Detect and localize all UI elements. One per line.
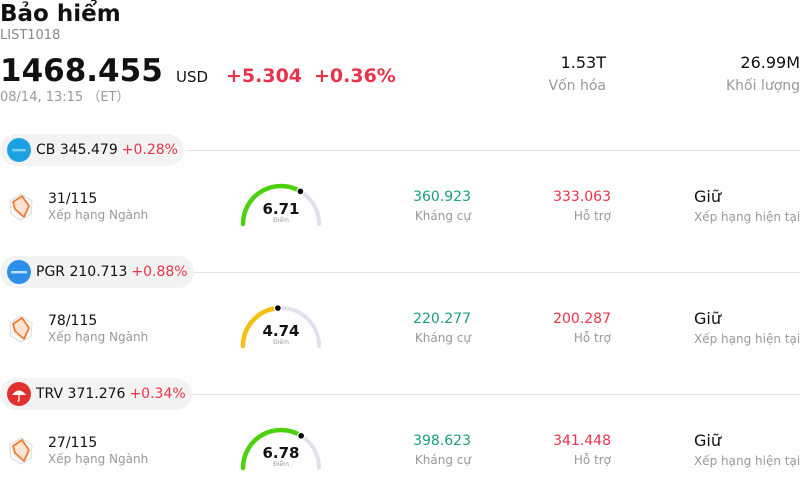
score-label: Điểm — [273, 339, 289, 346]
stock-chip-cb[interactable]: CB 345.479 +0.28% — [0, 134, 184, 166]
industry-rank-value: 78/115 — [48, 313, 98, 329]
resistance-label: Kháng cự — [414, 209, 471, 223]
row-divider — [186, 150, 800, 151]
score-gauge — [238, 180, 324, 228]
stock-symbol-price: CB 345.479 — [36, 142, 118, 158]
industry-rank-label: Xếp hạng Ngành — [48, 330, 149, 344]
industry-rank-icon — [7, 313, 35, 345]
travelers-umbrella-icon — [7, 382, 31, 406]
page-title: Bảo hiểm — [0, 1, 121, 27]
score-value: 6.71 — [262, 200, 300, 218]
support-value: 200.287 — [553, 311, 611, 327]
rating-label: Xếp hạng hiện tại — [694, 454, 800, 468]
resistance-value: 360.923 — [413, 189, 471, 205]
resistance-value: 220.277 — [413, 311, 471, 327]
industry-rank-label: Xếp hạng Ngành — [48, 208, 149, 222]
support-label: Hỗ trợ — [573, 453, 611, 467]
stock-change-percent: +0.28% — [121, 142, 178, 158]
currency-label: USD — [176, 68, 209, 86]
chubb-logo-icon — [7, 138, 31, 162]
row-divider — [194, 272, 800, 273]
progressive-logo-icon — [7, 260, 31, 284]
score-label: Điểm — [273, 461, 289, 468]
stock-symbol-price: PGR 210.713 — [36, 264, 128, 280]
timestamp: 08/14, 13:15 （ET） — [0, 90, 130, 105]
stock-chip-pgr[interactable]: PGR 210.713 +0.88% — [0, 256, 194, 288]
support-label: Hỗ trợ — [573, 209, 611, 223]
volume-label: Khối lượng — [726, 78, 800, 94]
score-gauge — [238, 424, 324, 472]
rating-label: Xếp hạng hiện tại — [694, 332, 800, 346]
industry-rank-value: 27/115 — [48, 435, 98, 451]
rating-label: Xếp hạng hiện tại — [694, 210, 800, 224]
index-price: 1468.455 — [0, 53, 163, 89]
score-gauge — [238, 302, 324, 350]
list-code: LIST1018 — [0, 28, 61, 43]
stock-change-percent: +0.88% — [131, 264, 188, 280]
market-cap-label: Vốn hóa — [548, 78, 606, 94]
row-divider — [192, 394, 800, 395]
support-value: 341.448 — [553, 433, 611, 449]
price-change-percent: +0.36% — [314, 65, 396, 87]
support-value: 333.063 — [553, 189, 611, 205]
volume-value: 26.99M — [740, 53, 800, 72]
industry-rank-label: Xếp hạng Ngành — [48, 452, 149, 466]
score-value: 4.74 — [262, 322, 300, 340]
industry-rank-icon — [7, 191, 35, 223]
stock-chip-trv[interactable]: TRV 371.276 +0.34% — [0, 378, 192, 410]
industry-rank-icon — [7, 435, 35, 467]
stock-change-percent: +0.34% — [129, 386, 186, 402]
resistance-label: Kháng cự — [414, 331, 471, 345]
score-label: Điểm — [273, 217, 289, 224]
industry-rank-value: 31/115 — [48, 191, 98, 207]
rating-value: Giữ — [694, 187, 721, 206]
support-label: Hỗ trợ — [573, 331, 611, 345]
stock-symbol-price: TRV 371.276 — [36, 386, 126, 402]
price-change: +5.304 — [226, 65, 303, 87]
resistance-label: Kháng cự — [414, 453, 471, 467]
market-cap-value: 1.53T — [560, 53, 606, 72]
rating-value: Giữ — [694, 309, 721, 328]
score-value: 6.78 — [262, 444, 300, 462]
rating-value: Giữ — [694, 431, 721, 450]
resistance-value: 398.623 — [413, 433, 471, 449]
